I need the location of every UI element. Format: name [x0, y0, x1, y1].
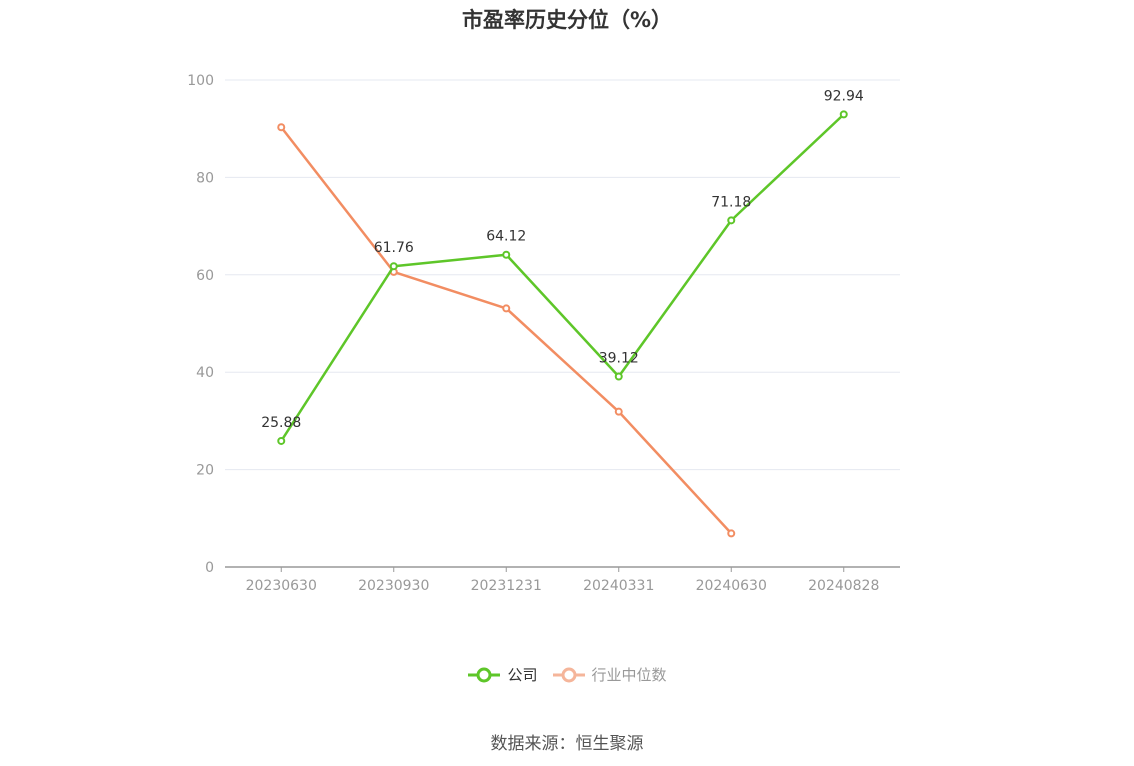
data-source: 数据来源：恒生聚源: [490, 734, 644, 754]
company-data-point[interactable]: [389, 262, 398, 271]
legend-item-company[interactable]: 公司: [467, 664, 538, 685]
industry-data-point[interactable]: [727, 529, 736, 538]
legend-label-industry: 行业中位数: [591, 666, 667, 684]
legend-item-industry[interactable]: 行业中位数: [552, 664, 667, 685]
company-series-line: [280, 113, 845, 442]
x-axis: [225, 566, 900, 572]
company-data-label: 92.94: [824, 88, 864, 104]
legend: 公司 行业中位数: [0, 664, 1134, 685]
company-data-point[interactable]: [839, 110, 848, 119]
legend-label-company: 公司: [507, 666, 538, 684]
grid-lines: [225, 79, 900, 471]
x-tick-label: 20240331: [583, 578, 654, 594]
y-axis-ticks: 0 20 40 60 80 100: [187, 73, 214, 576]
x-axis-ticks: 20230630 20230930 20231231 20240331 20240630…: [246, 578, 880, 594]
company-data-label: 64.12: [486, 229, 526, 245]
company-data-point[interactable]: [277, 436, 286, 445]
x-tick-label: 20230930: [358, 578, 429, 594]
industry-data-point[interactable]: [277, 123, 286, 132]
company-data-point[interactable]: [727, 216, 736, 225]
y-tick-label: 60: [196, 268, 214, 284]
company-data-point[interactable]: [614, 372, 623, 381]
y-tick-label: 100: [187, 73, 214, 89]
company-data-label: 39.12: [599, 350, 639, 366]
circle-line-icon: [552, 667, 585, 682]
industry-series-line: [280, 126, 733, 535]
x-tick-label: 20240828: [808, 578, 879, 594]
industry-data-point[interactable]: [614, 407, 623, 416]
series-lines: [277, 110, 848, 538]
data-labels: 25.88 61.76 64.12 39.12 71.18 92.94: [261, 88, 864, 431]
company-data-point[interactable]: [502, 250, 511, 259]
y-tick-label: 80: [196, 170, 214, 186]
x-tick-label: 20231231: [471, 578, 542, 594]
chart-title: 市盈率历史分位（%）: [461, 8, 673, 32]
y-tick-label: 40: [196, 365, 214, 381]
x-tick-label: 20230630: [246, 578, 317, 594]
company-data-label: 61.76: [374, 240, 414, 256]
circle-line-icon: [468, 667, 501, 682]
company-data-label: 25.88: [261, 415, 301, 431]
industry-data-point[interactable]: [502, 304, 511, 313]
y-tick-label: 0: [205, 560, 214, 576]
y-tick-label: 20: [196, 463, 214, 479]
x-tick-label: 20240630: [696, 578, 767, 594]
company-data-label: 71.18: [711, 194, 751, 210]
